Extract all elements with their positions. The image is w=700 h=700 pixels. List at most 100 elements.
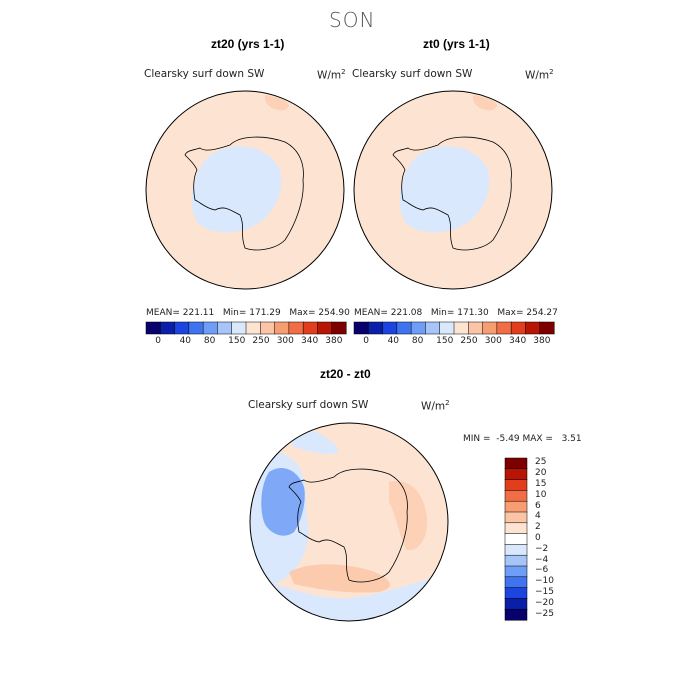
map-border: [145, 90, 345, 290]
colorbar-swatch: [260, 321, 276, 335]
diff-pink-south: [289, 564, 390, 593]
season-title: SON: [329, 8, 376, 32]
colorbar-swatch: [382, 321, 398, 335]
colorbar-swatch: [504, 554, 528, 567]
colorbar-swatch: [510, 321, 526, 335]
antarctica-outline: [392, 136, 512, 251]
colorbar-swatch: [504, 576, 528, 589]
colorbar-swatch: [504, 565, 528, 578]
colorbar-swatch: [331, 321, 347, 335]
colorbar-swatch: [504, 468, 528, 481]
colorbar-tick-label: 340: [301, 336, 319, 346]
colorbar-zt20: [145, 321, 347, 335]
colorbar-swatch: [174, 321, 190, 335]
diff-minmax: MIN = -5.49 MAX = 3.51: [463, 434, 582, 444]
colorbar-swatch: [302, 321, 318, 335]
colorbar-swatch: [353, 321, 369, 335]
colorbar-tick-label: 380: [325, 336, 343, 346]
colorbar-swatch: [425, 321, 441, 335]
colorbar-tick-label: 80: [203, 336, 216, 346]
colorbar-tick-label: 340: [509, 336, 527, 346]
colorbar-swatch: [504, 457, 528, 470]
colorbar-label: 6: [535, 500, 541, 511]
colorbar-swatch: [217, 321, 233, 335]
colorbar-tick-label: 150: [436, 336, 454, 346]
colorbar-swatch: [160, 321, 176, 335]
panel-title-zt20: zt20 (yrs 1-1): [211, 37, 285, 51]
colorbar-swatch: [317, 321, 333, 335]
colorbar-label: −6: [535, 565, 549, 576]
colorbar-swatch: [274, 321, 290, 335]
diff-units: W/m2: [421, 399, 450, 413]
diff-title: zt20 - zt0: [320, 367, 371, 381]
diff-variable-label: Clearsky surf down SW: [248, 399, 369, 411]
colorbar-swatch: [496, 321, 512, 335]
colorbar-swatch: [539, 321, 555, 335]
colorbar-swatch: [145, 321, 161, 335]
colorbar-label: 10: [535, 489, 547, 500]
colorbar-tick-label: 80: [411, 336, 424, 346]
colorbar-swatch: [504, 598, 528, 610]
panel2-units: W/m2: [525, 68, 554, 82]
colorbar-label: −2: [535, 543, 549, 554]
colorbar-tick-label: 300: [484, 336, 502, 346]
colorbar-swatch: [504, 587, 528, 599]
panel-title-zt0: zt0 (yrs 1-1): [423, 37, 490, 51]
colorbar-tick-label: 250: [252, 336, 270, 346]
colorbar-swatch: [504, 479, 528, 491]
panel1-variable-label: Clearsky surf down SW: [144, 68, 265, 80]
ice-zone: [399, 146, 490, 233]
map-zt0: [353, 90, 553, 290]
colorbar-tick-label: 0: [155, 336, 162, 346]
map-border: [249, 422, 449, 622]
colorbar-tick-label: 0: [363, 336, 370, 346]
colorbar-label: 2: [535, 522, 541, 533]
diff-blue-west: [261, 467, 305, 536]
ne-patch: [472, 95, 497, 111]
colorbar-swatch: [504, 511, 528, 524]
colorbar-swatch: [439, 321, 455, 335]
colorbar-label: 15: [535, 479, 547, 489]
colorbar-label: 0: [535, 533, 541, 543]
map-zt20: [145, 90, 345, 290]
colorbar-label: 25: [535, 457, 547, 468]
panel1-units: W/m2: [317, 68, 346, 82]
panel2-variable-label: Clearsky surf down SW: [352, 68, 473, 80]
map-border: [353, 90, 553, 290]
colorbar-swatch: [288, 321, 304, 335]
colorbar-label: −20: [535, 597, 554, 608]
colorbar-swatch: [396, 321, 412, 335]
colorbar-labels-diff: 25 20 15 10 6 4 2 0 −2 −4 −6 −10 −15 −20 −25: [535, 457, 575, 620]
colorbar-label: −10: [535, 576, 554, 587]
colorbar-tick-label: 300: [276, 336, 294, 346]
colorbar-swatch: [504, 490, 528, 502]
panel1-stats: MEAN= 221.11 Min= 171.29 Max= 254.90: [146, 308, 350, 318]
colorbar-swatch: [504, 608, 528, 621]
colorbar-swatch: [453, 321, 469, 335]
map-diff: [249, 422, 449, 622]
colorbar-label: 20: [535, 468, 547, 479]
colorbar-swatch: [504, 533, 528, 545]
colorbar-label: −25: [535, 608, 554, 619]
colorbar-tick-label: 380: [533, 336, 551, 346]
colorbar-swatch: [202, 321, 218, 335]
colorbar-swatch: [525, 321, 541, 335]
colorbar-ticks-zt20: 0 40 80 150 250 300 340 380: [146, 336, 346, 348]
colorbar-swatch: [504, 500, 528, 513]
colorbar-tick-label: 250: [460, 336, 478, 346]
panel2-stats: MEAN= 221.08 Min= 171.30 Max= 254.27: [354, 308, 558, 318]
antarctica-outline: [288, 468, 408, 583]
colorbar-diff: [504, 457, 528, 621]
diff-pink-east: [389, 481, 428, 551]
colorbar-zt0: [353, 321, 555, 335]
colorbar-tick-label: 40: [179, 336, 192, 346]
ice-zone: [191, 146, 282, 233]
colorbar-swatch: [468, 321, 484, 335]
colorbar-swatch: [504, 522, 528, 535]
antarctica-outline: [184, 136, 304, 251]
ne-patch: [264, 95, 289, 111]
colorbar-label: −15: [535, 587, 554, 597]
colorbar-tick-label: 150: [228, 336, 246, 346]
colorbar-swatch: [231, 321, 247, 335]
colorbar-swatch: [368, 321, 384, 335]
